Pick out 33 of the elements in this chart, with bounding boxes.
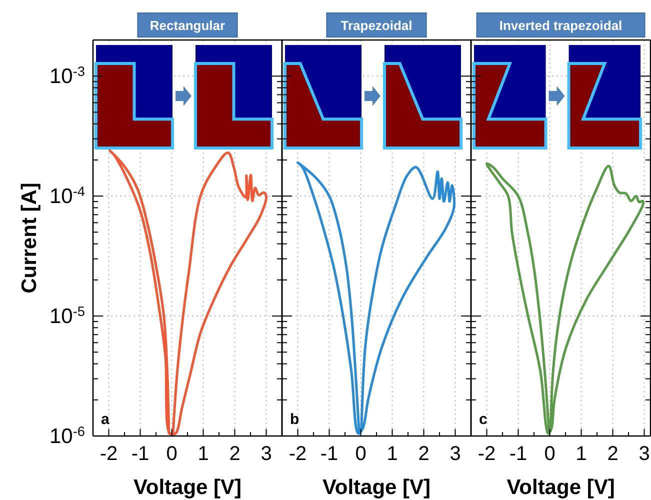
chart-title: Inverted trapezoidal (499, 18, 622, 33)
y-axis-title: Current [A] (18, 182, 41, 294)
y-tick-label: 10$^{-3}$ (50, 64, 85, 88)
x-axis-title: Voltage [V] (322, 476, 431, 499)
x-tick-label: -2 (100, 443, 118, 465)
x-tick-label: 2 (607, 443, 618, 465)
chart-title: Rectangular (150, 18, 226, 33)
annotation: a (101, 411, 110, 428)
x-tick-label: 0 (166, 443, 178, 465)
chart-title: Trapezoidal (340, 18, 412, 33)
x-tick-label: 0 (544, 443, 556, 465)
x-tick-label: 3 (450, 443, 461, 465)
x-tick-label: 0 (355, 443, 366, 465)
x-tick-label: -2 (478, 443, 496, 465)
x-axis-title: Voltage [V] (133, 476, 242, 499)
x-axis-title: Voltage [V] (506, 476, 615, 499)
x-tick-label: 1 (576, 443, 587, 465)
x-tick-label: 3 (638, 443, 650, 465)
x-tick-label: 2 (229, 443, 240, 465)
x-tick-label: 2 (418, 443, 430, 465)
y-tick-label: 10$^{-6}$ (50, 424, 85, 448)
x-tick-label: 1 (198, 443, 209, 465)
line-series (108, 149, 268, 435)
x-tick-label: -2 (288, 443, 307, 465)
annotation: b (290, 411, 300, 428)
x-tick-label: 1 (386, 443, 398, 465)
x-tick-label: -1 (509, 443, 528, 465)
y-tick-label: 10$^{-5}$ (50, 304, 86, 328)
x-tick-label: -1 (131, 443, 150, 465)
y-tick-label: 10$^{-4}$ (50, 184, 86, 208)
x-tick-label: 3 (260, 443, 272, 465)
x-tick-label: -1 (320, 443, 338, 465)
annotation: c (479, 411, 488, 428)
